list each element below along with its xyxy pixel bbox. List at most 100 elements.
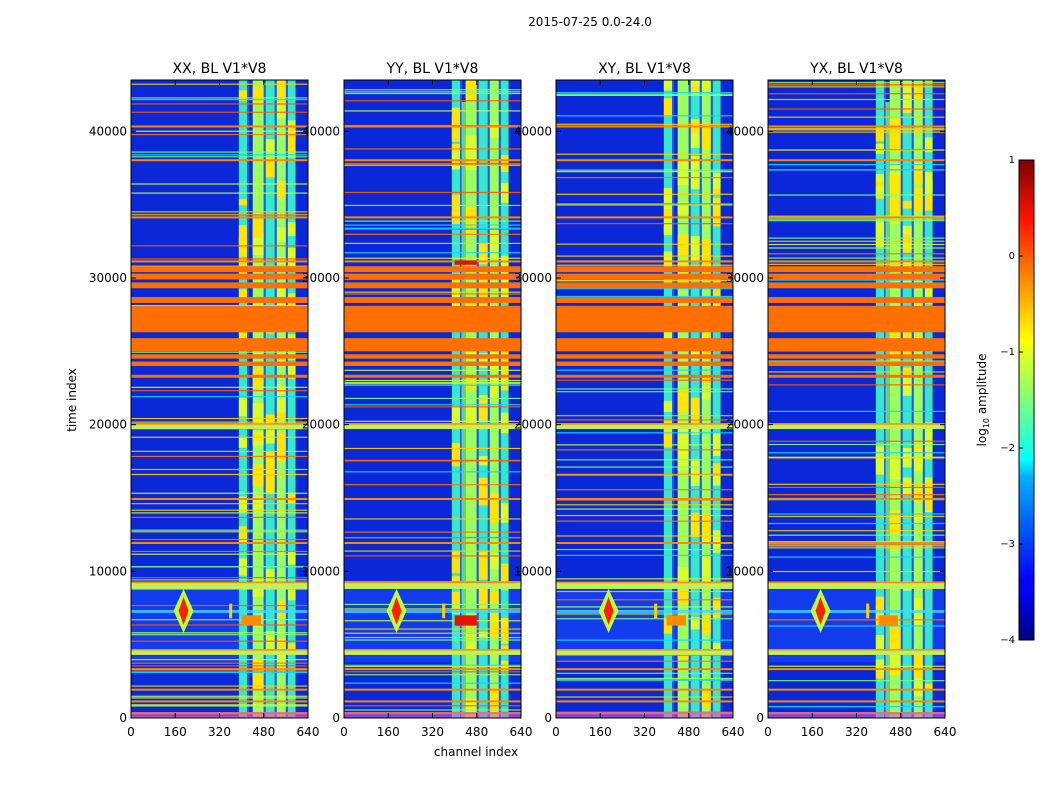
flag-row	[131, 705, 308, 707]
flag-band	[768, 297, 945, 303]
flag-row	[131, 588, 308, 590]
channel-segment	[677, 201, 689, 215]
channel-segment	[663, 225, 673, 236]
flag-row	[556, 415, 733, 417]
panel-title: YX, BL V1*V8	[809, 61, 903, 77]
flag-row	[131, 632, 308, 634]
x-tick-label: 320	[208, 725, 231, 739]
bright-band-edge	[556, 423, 733, 425]
x-tick-label: 640	[722, 725, 745, 739]
flag-band	[556, 354, 733, 359]
y-tick-label: 20000	[726, 418, 764, 432]
flag-row	[131, 417, 308, 420]
flag-row	[344, 252, 521, 254]
channel-column	[712, 80, 721, 718]
y-tick-label: 10000	[89, 564, 127, 578]
flag-row	[556, 489, 733, 491]
flag-line	[131, 125, 308, 128]
channel-column-extra	[461, 102, 466, 718]
flag-row	[556, 444, 733, 446]
red-block	[454, 615, 477, 626]
flag-line	[344, 700, 521, 703]
flag-row	[768, 149, 945, 151]
flag-line	[556, 260, 733, 263]
flag-row	[768, 456, 945, 458]
flag-row	[768, 570, 945, 573]
channel-column	[924, 80, 933, 718]
flag-line	[344, 216, 521, 219]
flag-line	[131, 498, 308, 500]
channel-segment	[701, 616, 711, 634]
flag-row	[768, 534, 945, 536]
rfi-core	[815, 596, 826, 625]
flag-row	[768, 360, 945, 362]
channel-segment	[276, 181, 286, 199]
flag-row	[556, 288, 733, 290]
channel-segment	[276, 227, 286, 243]
y-axis-label: time index	[65, 368, 79, 432]
flag-row	[768, 665, 945, 667]
flag-row	[131, 665, 308, 667]
flag-row	[768, 625, 945, 627]
x-tick-label: 480	[889, 725, 912, 739]
flag-row	[768, 705, 945, 708]
x-tick-label: 640	[297, 725, 320, 739]
x-tick-label: 320	[633, 725, 656, 739]
panels-layer: XX, BL V1*V8 0 160 320 480 640 0 10000 20000 3000…	[89, 61, 957, 739]
flag-line	[768, 688, 945, 691]
x-tick-label: 160	[164, 725, 187, 739]
channel-segment	[238, 90, 248, 101]
flag-row	[344, 536, 521, 539]
y-tick-label: 40000	[514, 124, 552, 138]
flag-row	[768, 218, 945, 220]
flag-row	[131, 455, 308, 458]
flag-row	[131, 662, 308, 664]
flag-row	[344, 406, 521, 408]
flag-row	[344, 397, 521, 400]
channel-segment	[276, 644, 286, 673]
x-tick-label: 320	[421, 725, 444, 739]
channel-column	[287, 80, 296, 718]
flag-row	[556, 618, 733, 620]
flag-row	[131, 531, 308, 533]
channel-segment	[276, 80, 286, 106]
colorbar: 1 0 −1 −2 −3 −4 log10 amplitude	[975, 155, 1035, 646]
flag-band	[344, 374, 521, 378]
x-tick-label: 0	[552, 725, 560, 739]
channel-segment	[690, 168, 700, 190]
flag-row	[768, 131, 945, 133]
flag-row	[556, 123, 733, 125]
flag-row	[131, 658, 308, 661]
flag-band	[768, 305, 945, 333]
channel-segment	[701, 386, 711, 400]
x-tick-label: 160	[801, 725, 824, 739]
flag-row	[344, 555, 521, 557]
flag-band	[768, 338, 945, 352]
y-tick-label: 20000	[302, 418, 340, 432]
channel-segment	[889, 459, 901, 480]
x-tick-label: 320	[845, 725, 868, 739]
flag-row	[344, 674, 521, 676]
flag-row	[768, 237, 945, 239]
channel-segment	[287, 364, 296, 379]
flag-line	[556, 498, 733, 500]
channel-gap	[900, 80, 903, 718]
flag-row	[556, 508, 733, 510]
channel-segment	[489, 231, 499, 259]
channel-segment	[677, 162, 689, 186]
channel-segment	[252, 233, 264, 256]
channel-segment	[889, 648, 901, 668]
channel-segment	[252, 434, 264, 442]
channel-segment	[489, 591, 499, 604]
flag-row	[768, 371, 945, 373]
channel-gap	[911, 80, 914, 718]
flag-line	[131, 542, 308, 544]
channel-segment	[663, 420, 673, 448]
flag-row	[344, 447, 521, 450]
channel-segment	[677, 446, 689, 471]
flag-row	[344, 636, 521, 639]
flag-row	[344, 204, 521, 207]
flag-row	[344, 164, 521, 166]
flag-row	[768, 98, 945, 101]
flag-band	[556, 374, 733, 378]
